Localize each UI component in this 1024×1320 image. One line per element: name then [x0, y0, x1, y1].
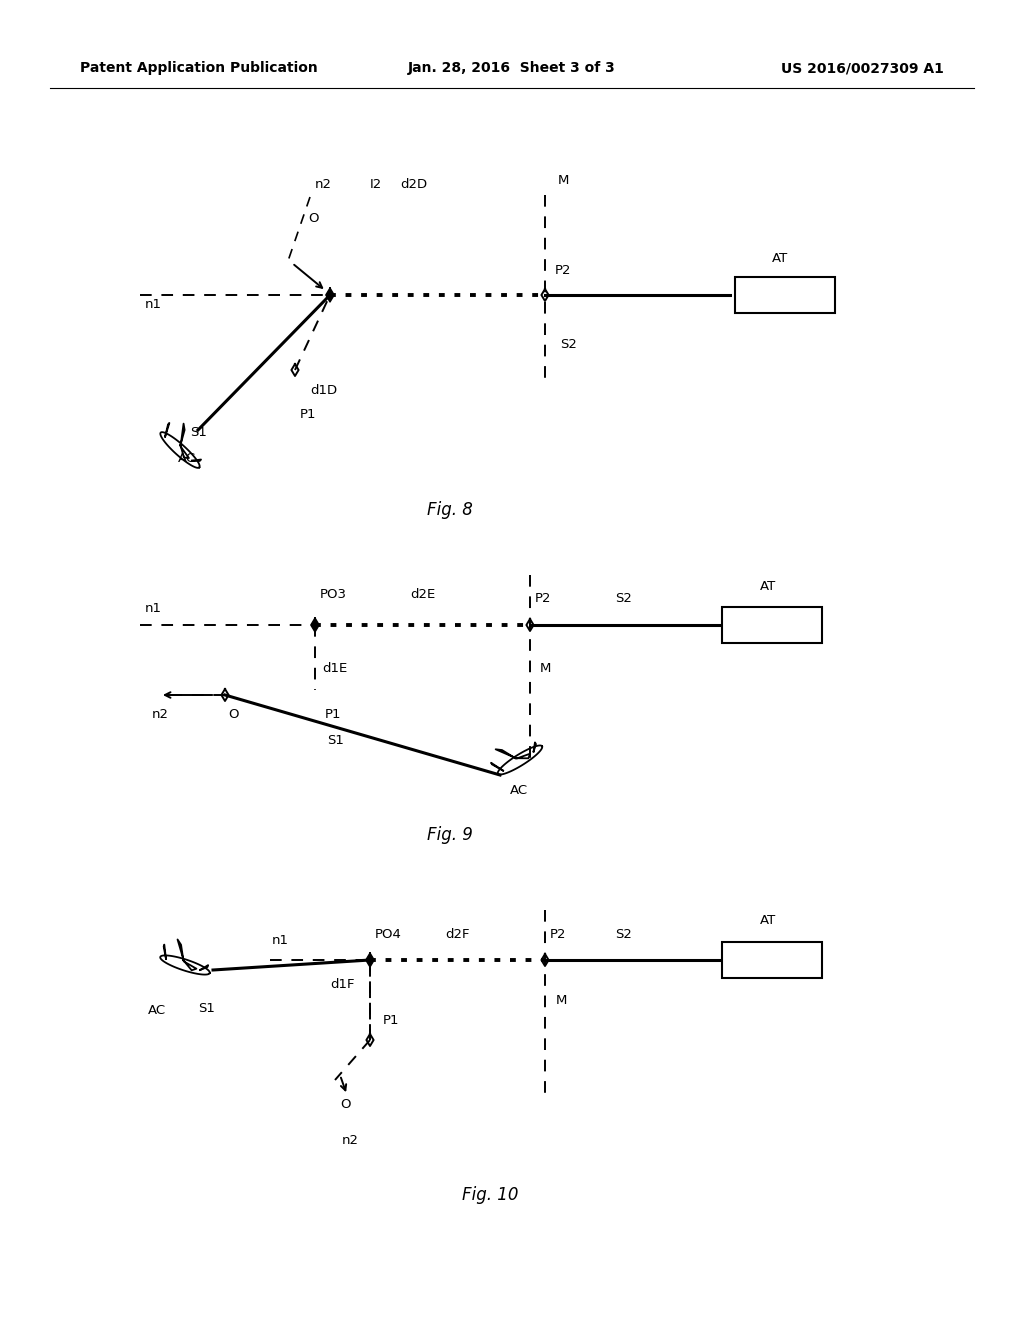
Bar: [722, 607, 822, 643]
Text: n2: n2: [152, 709, 169, 722]
Text: M: M: [556, 994, 567, 1006]
Polygon shape: [160, 956, 210, 974]
Polygon shape: [165, 422, 169, 437]
Polygon shape: [542, 954, 549, 966]
Polygon shape: [367, 1034, 374, 1045]
Text: AT: AT: [760, 913, 776, 927]
Polygon shape: [366, 953, 374, 968]
Text: S1: S1: [327, 734, 344, 747]
Text: O: O: [340, 1098, 350, 1111]
Text: Jan. 28, 2016  Sheet 3 of 3: Jan. 28, 2016 Sheet 3 of 3: [409, 61, 615, 75]
Text: P1: P1: [383, 1014, 399, 1027]
Text: PO4: PO4: [375, 928, 401, 941]
Polygon shape: [292, 364, 299, 376]
Polygon shape: [542, 289, 549, 301]
Text: S1: S1: [190, 425, 207, 438]
Text: n1: n1: [272, 933, 289, 946]
Polygon shape: [161, 432, 200, 467]
Polygon shape: [326, 288, 334, 302]
Polygon shape: [191, 459, 201, 461]
Text: d1E: d1E: [322, 661, 347, 675]
Text: P1: P1: [325, 709, 341, 722]
Text: AT: AT: [760, 579, 776, 593]
Bar: [722, 942, 822, 978]
Text: AC: AC: [148, 1003, 166, 1016]
Text: S2: S2: [615, 928, 632, 941]
Text: d1F: d1F: [330, 978, 354, 991]
Text: M: M: [558, 173, 569, 186]
Text: AC: AC: [178, 451, 197, 465]
Bar: [735, 277, 835, 313]
Polygon shape: [180, 424, 188, 458]
Polygon shape: [311, 618, 319, 632]
Text: P2: P2: [535, 591, 552, 605]
Text: d2D: d2D: [400, 178, 427, 191]
Polygon shape: [496, 750, 530, 759]
Text: AT: AT: [772, 252, 788, 264]
Polygon shape: [534, 742, 536, 751]
Polygon shape: [201, 965, 208, 970]
Text: P2: P2: [550, 928, 566, 941]
Text: PO3: PO3: [319, 589, 347, 602]
Text: d1D: d1D: [310, 384, 337, 396]
Polygon shape: [498, 746, 543, 775]
Text: n1: n1: [145, 602, 162, 615]
Text: Patent Application Publication: Patent Application Publication: [80, 61, 317, 75]
Text: P1: P1: [300, 408, 316, 421]
Polygon shape: [164, 945, 166, 958]
Text: S2: S2: [615, 591, 632, 605]
Text: Fig. 10: Fig. 10: [462, 1185, 518, 1204]
Text: Fig. 8: Fig. 8: [427, 502, 473, 519]
Text: Fig. 9: Fig. 9: [427, 826, 473, 843]
Text: S1: S1: [198, 1002, 215, 1015]
Text: S2: S2: [560, 338, 577, 351]
Polygon shape: [221, 689, 228, 701]
Text: P2: P2: [555, 264, 571, 276]
Polygon shape: [526, 619, 534, 631]
Text: O: O: [308, 211, 318, 224]
Polygon shape: [177, 940, 197, 970]
Text: n2: n2: [342, 1134, 359, 1147]
Text: d2F: d2F: [445, 928, 469, 941]
Text: US 2016/0027309 A1: US 2016/0027309 A1: [781, 61, 944, 75]
Text: n1: n1: [145, 298, 162, 312]
Text: O: O: [228, 709, 239, 722]
Polygon shape: [492, 763, 503, 771]
Text: M: M: [540, 661, 551, 675]
Text: d2E: d2E: [410, 589, 435, 602]
Text: n2: n2: [315, 178, 332, 191]
Text: I2: I2: [370, 178, 382, 191]
Text: AC: AC: [510, 784, 528, 796]
